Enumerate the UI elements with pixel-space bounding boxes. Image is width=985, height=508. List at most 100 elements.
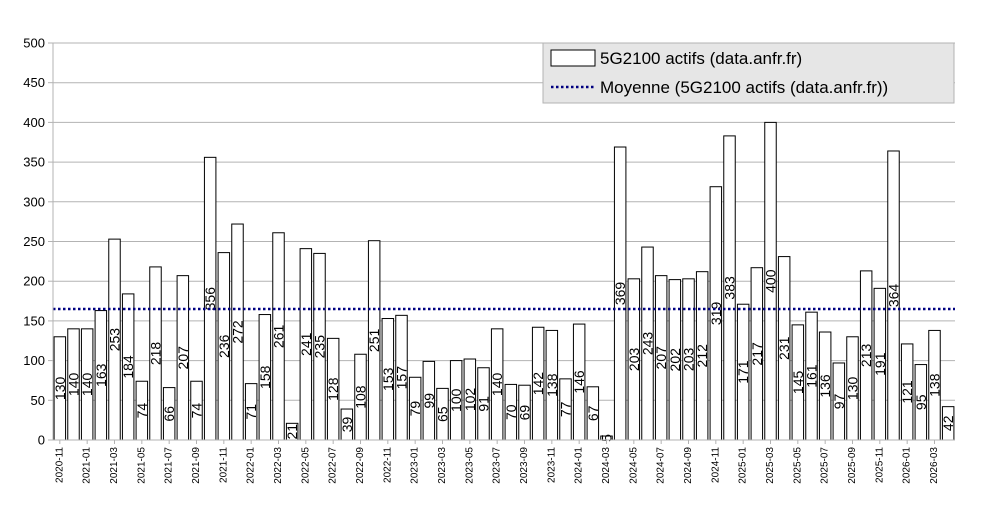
data-label: 253 <box>107 328 123 352</box>
data-label: 163 <box>93 363 109 387</box>
x-tick-label: 2024-01 <box>574 447 585 484</box>
data-label: 236 <box>216 334 232 358</box>
data-label: 235 <box>312 335 328 359</box>
data-label: 400 <box>763 269 779 293</box>
data-label: 207 <box>653 346 669 370</box>
y-tick-label: 450 <box>23 75 45 90</box>
x-tick-label: 2025-09 <box>847 447 858 484</box>
data-label: 102 <box>462 388 478 412</box>
y-tick-label: 200 <box>23 274 45 289</box>
x-tick-label: 2026-01 <box>902 447 913 484</box>
data-label: 243 <box>640 332 656 356</box>
data-label: 203 <box>681 348 697 372</box>
data-label: 241 <box>298 332 314 356</box>
data-label: 74 <box>134 403 150 419</box>
data-label: 42 <box>940 415 956 431</box>
data-label: 74 <box>189 403 205 419</box>
y-tick-label: 50 <box>31 393 45 408</box>
x-tick-label: 2023-09 <box>519 447 530 484</box>
data-label: 369 <box>612 282 628 306</box>
y-tick-label: 100 <box>23 353 45 368</box>
data-label: 145 <box>790 371 806 395</box>
x-tick-label: 2024-09 <box>683 447 694 484</box>
y-tick-label: 350 <box>23 155 45 170</box>
x-tick-label: 2021-11 <box>218 447 229 483</box>
data-label: 202 <box>667 348 683 372</box>
data-label: 203 <box>626 348 642 372</box>
data-label: 21 <box>284 424 300 440</box>
data-label: 146 <box>571 370 587 394</box>
data-label: 136 <box>817 374 833 398</box>
x-axis-ticks: 2020-11 2021-01 2021-03 2021-05 2021-07 2021-… <box>54 440 940 484</box>
data-label: 39 <box>339 417 355 433</box>
data-label: 261 <box>271 325 287 349</box>
x-tick-label: 2020-11 <box>54 447 65 483</box>
y-tick-label: 500 <box>23 36 45 51</box>
data-label: 67 <box>585 405 601 421</box>
x-tick-label: 2021-03 <box>109 447 120 484</box>
x-tick-label: 2021-09 <box>191 447 202 484</box>
x-tick-label: 2022-01 <box>246 447 257 484</box>
legend-series-label: 5G2100 actifs (data.anfr.fr) <box>600 49 802 68</box>
y-tick-label: 250 <box>23 234 45 249</box>
x-tick-label: 2021-01 <box>82 447 93 484</box>
data-label: 157 <box>394 366 410 390</box>
data-label: 161 <box>804 364 820 388</box>
data-label: 140 <box>489 373 505 397</box>
x-tick-label: 2026-03 <box>929 447 940 484</box>
data-label: 319 <box>708 302 724 326</box>
data-label: 70 <box>503 404 519 420</box>
data-label: 158 <box>257 365 273 389</box>
data-label: 71 <box>243 404 259 420</box>
data-label: 100 <box>448 388 464 412</box>
data-label: 69 <box>517 405 533 421</box>
data-label: 207 <box>175 346 191 370</box>
legend-box <box>542 42 955 104</box>
x-tick-label: 2023-05 <box>464 447 475 484</box>
data-label: 99 <box>421 393 437 409</box>
x-tick-label: 2023-07 <box>492 447 503 484</box>
data-label: 218 <box>148 342 164 366</box>
x-tick-label: 2024-03 <box>601 447 612 484</box>
data-label: 213 <box>858 344 874 368</box>
data-label: 138 <box>544 373 560 397</box>
data-label: 140 <box>66 373 82 397</box>
data-label: 272 <box>230 320 246 344</box>
axes <box>52 43 955 441</box>
y-tick-label: 400 <box>23 115 45 130</box>
x-tick-label: 2023-03 <box>437 447 448 484</box>
data-label: 95 <box>913 394 929 410</box>
y-tick-label: 300 <box>23 194 45 209</box>
data-label: 140 <box>79 373 95 397</box>
data-label: 184 <box>120 355 136 379</box>
data-label: 356 <box>202 287 218 311</box>
x-tick-label: 2022-07 <box>328 447 339 484</box>
data-label: 65 <box>435 406 451 422</box>
data-label: 97 <box>831 394 847 410</box>
y-tick-label: 0 <box>38 433 45 448</box>
data-label: 364 <box>886 284 902 308</box>
data-label: 121 <box>899 380 915 404</box>
data-label: 217 <box>749 342 765 366</box>
x-tick-label: 2025-05 <box>792 447 803 484</box>
x-tick-label: 2024-07 <box>656 447 667 484</box>
x-tick-label: 2025-11 <box>874 447 885 483</box>
x-tick-label: 2022-05 <box>300 447 311 484</box>
x-tick-label: 2024-11 <box>710 447 721 483</box>
x-tick-label: 2024-05 <box>628 447 639 484</box>
x-tick-label: 2021-05 <box>136 447 147 484</box>
data-label: 128 <box>325 377 341 401</box>
legend-average-label: Moyenne (5G2100 actifs (data.anfr.fr)) <box>600 78 888 97</box>
data-label: 212 <box>694 344 710 368</box>
data-label: 66 <box>161 406 177 422</box>
x-tick-label: 2025-07 <box>820 447 831 484</box>
x-tick-label: 2023-11 <box>546 447 557 483</box>
x-tick-label: 2022-03 <box>273 447 284 484</box>
y-tick-label: 150 <box>23 313 45 328</box>
x-tick-label: 2025-03 <box>765 447 776 484</box>
bar-series: 1301401401632531847421866207743562362727… <box>52 121 956 442</box>
x-tick-label: 2022-09 <box>355 447 366 484</box>
data-label: 5 <box>599 434 615 442</box>
data-label: 138 <box>927 373 943 397</box>
